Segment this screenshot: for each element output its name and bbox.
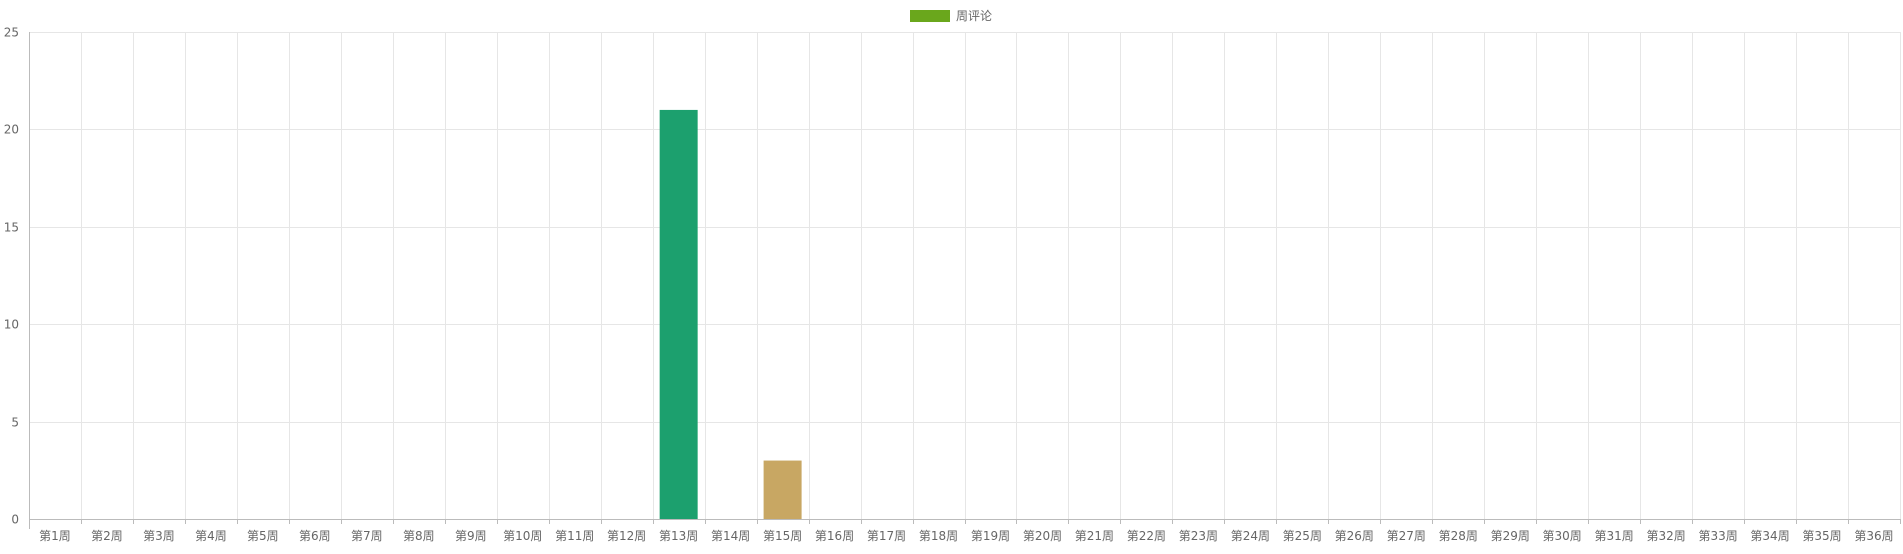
x-tick-label: 第32周	[1646, 529, 1685, 543]
legend-label[interactable]: 周评论	[956, 9, 992, 23]
x-tick-label: 第31周	[1595, 529, 1634, 543]
x-tick-label: 第19周	[971, 529, 1010, 543]
x-tick-label: 第25周	[1283, 529, 1322, 543]
legend[interactable]: 周评论	[910, 9, 992, 23]
x-tick-label: 第17周	[867, 529, 906, 543]
x-tick-label: 第1周	[39, 529, 71, 543]
grid-lines	[29, 32, 1901, 520]
x-tick-label: 第35周	[1802, 529, 1841, 543]
x-tick-label: 第14周	[711, 529, 750, 543]
x-tick-label: 第13周	[659, 529, 698, 543]
y-tick-label: 20	[4, 123, 19, 137]
x-tick-label: 第3周	[143, 529, 175, 543]
x-tick-label: 第5周	[247, 529, 279, 543]
x-tick-labels: 第1周 第2周 第3周 第4周 第5周 第6周 第7周 第8周 第9周 第10周 第11周 第12周第…	[39, 529, 1893, 543]
x-tick-label: 第26周	[1335, 529, 1374, 543]
x-tick-label: 第16周	[815, 529, 854, 543]
y-tick-label: 0	[11, 513, 19, 527]
y-tick-label: 5	[11, 416, 19, 430]
legend-swatch[interactable]	[910, 10, 950, 22]
x-tick-label: 第8周	[403, 529, 435, 543]
x-tick-label: 第12周	[607, 529, 646, 543]
x-tick-label: 第33周	[1698, 529, 1737, 543]
x-tick-label: 第30周	[1543, 529, 1582, 543]
x-tick-label: 第28周	[1439, 529, 1478, 543]
x-tick-label: 第15周	[763, 529, 802, 543]
x-tick-label: 第21周	[1075, 529, 1114, 543]
y-tick-label: 25	[4, 26, 19, 40]
x-tick-label: 第11周	[555, 529, 594, 543]
bar[interactable]	[659, 109, 698, 520]
x-tick-label: 第20周	[1023, 529, 1062, 543]
axes	[29, 32, 1901, 529]
x-tick-label: 第23周	[1179, 529, 1218, 543]
x-tick-label: 第2周	[91, 529, 123, 543]
x-tick-label: 第34周	[1750, 529, 1789, 543]
x-tick-label: 第27周	[1387, 529, 1426, 543]
x-tick-label: 第10周	[503, 529, 542, 543]
y-tick-labels: 0 5 10 15 20 25	[4, 26, 19, 527]
y-tick-label: 10	[4, 318, 19, 332]
x-tick-label: 第22周	[1127, 529, 1166, 543]
bars	[659, 109, 802, 520]
x-tick-label: 第18周	[919, 529, 958, 543]
x-tick-label: 第4周	[195, 529, 227, 543]
x-tick-label: 第9周	[455, 529, 487, 543]
x-tick-label: 第36周	[1854, 529, 1893, 543]
x-tick-label: 第7周	[351, 529, 383, 543]
x-tick-label: 第6周	[299, 529, 331, 543]
bar[interactable]	[763, 460, 802, 519]
x-tick-label: 第29周	[1491, 529, 1530, 543]
y-tick-label: 15	[4, 221, 19, 235]
x-tick-label: 第24周	[1231, 529, 1270, 543]
